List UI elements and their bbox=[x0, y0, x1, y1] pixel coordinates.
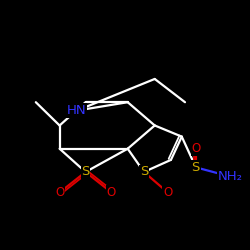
Text: NH₂: NH₂ bbox=[218, 170, 243, 183]
Text: O: O bbox=[191, 142, 200, 155]
Text: HN: HN bbox=[67, 104, 87, 117]
Text: S: S bbox=[192, 161, 200, 174]
Text: O: O bbox=[55, 186, 64, 199]
Text: O: O bbox=[163, 186, 172, 199]
Text: S: S bbox=[140, 166, 148, 178]
Text: O: O bbox=[107, 186, 116, 199]
Text: S: S bbox=[81, 166, 90, 178]
